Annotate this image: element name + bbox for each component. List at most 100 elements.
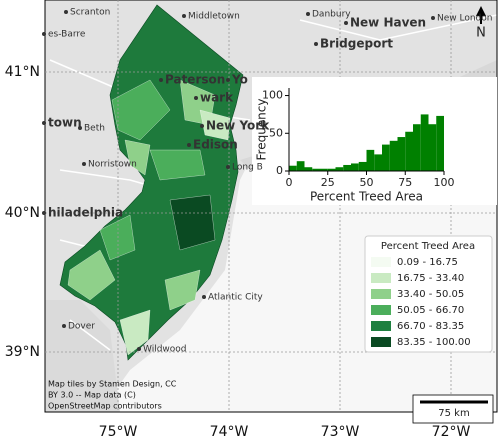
x-tick-label: 100 (434, 176, 455, 189)
x-tick-label: 25 (321, 176, 335, 189)
place-dot (42, 211, 46, 215)
place-dot (306, 12, 310, 16)
scale-label: 75 km (438, 408, 469, 419)
lon-label: 74°W (210, 424, 249, 440)
hist-bar (428, 124, 437, 171)
legend-label: 16.75 - 33.40 (397, 273, 464, 284)
hist-bar (327, 168, 336, 171)
place-dot (159, 78, 163, 82)
place-dot (314, 42, 318, 46)
legend-swatch (371, 273, 391, 283)
lon-label: 73°W (321, 424, 360, 440)
hist-bar (358, 161, 367, 171)
north-label: N (476, 26, 486, 41)
hist-bar (343, 164, 351, 171)
place-label: Atlantic City (208, 293, 263, 303)
hist-bar (389, 140, 398, 171)
place-label: New Haven (350, 16, 426, 30)
attribution: OpenStreetMap contributors (48, 402, 162, 411)
legend-title: Percent Treed Area (381, 241, 475, 252)
hist-bar (304, 167, 313, 171)
x-tick-label: 75 (398, 176, 412, 189)
place-label: Middletown (188, 12, 240, 22)
place-dot (202, 295, 206, 299)
place-label: Norristown (88, 160, 137, 170)
legend-label: 50.05 - 66.70 (397, 305, 464, 316)
y-tick-label: 100 (262, 89, 283, 102)
hist-bar (413, 124, 421, 171)
hist-bar (382, 144, 390, 171)
place-dot (431, 16, 435, 20)
hist-bar (320, 168, 328, 171)
hist-bar (351, 163, 359, 171)
hist-bar (374, 154, 382, 171)
x-tick-label: 50 (360, 176, 374, 189)
hist-bar (296, 161, 305, 171)
hist-bar (289, 165, 297, 171)
lon-label: 72°W (432, 424, 471, 440)
hist-bar (405, 131, 413, 171)
place-label: Wildwood (143, 345, 187, 355)
legend-box (364, 235, 493, 353)
place-dot (226, 78, 230, 82)
place-dot (194, 96, 198, 100)
legend-swatch (371, 289, 391, 299)
delmarva (45, 300, 120, 412)
lat-label: 40°N (5, 205, 40, 221)
histogram-panel (252, 77, 497, 205)
hist-bar (335, 167, 344, 171)
x-tick-label: 0 (286, 176, 293, 189)
place-label: Yo (231, 73, 248, 87)
attribution: BY 3.0 -- Map data (C) (48, 391, 136, 400)
map-frame (44, 0, 498, 413)
place-label: Scranton (70, 8, 110, 18)
place-label: hiladelphia (48, 206, 123, 220)
legend-label: 0.09 - 16.75 (397, 257, 458, 268)
scale-box (412, 394, 494, 424)
hist-ylabel: Frequency (255, 99, 269, 161)
legend-swatch (371, 337, 391, 347)
place-dot (187, 143, 191, 147)
lat-label: 39°N (5, 344, 40, 360)
place-dot (42, 32, 46, 36)
place-dot (344, 21, 348, 25)
place-dot (82, 162, 86, 166)
legend-label: 83.35 - 100.00 (397, 337, 471, 348)
place-dot (42, 121, 46, 125)
place-dot (137, 347, 141, 351)
place-dot (200, 124, 204, 128)
place-dot (78, 126, 82, 130)
place-label: New London (437, 14, 492, 24)
hist-xlabel: Percent Treed Area (310, 190, 423, 204)
place-dot (64, 10, 68, 14)
hist-bar (397, 137, 406, 171)
place-label: town (48, 116, 82, 130)
y-tick-label: 0 (276, 164, 283, 177)
hist-bar (312, 168, 320, 171)
legend-label: 66.70 - 83.35 (397, 321, 464, 332)
hist-bar (366, 149, 375, 171)
place-label: wark (200, 91, 234, 105)
place-label: Paterson (165, 73, 225, 87)
legend-swatch (371, 305, 391, 315)
place-label: Danbury (312, 10, 351, 20)
place-label: Edison (193, 138, 238, 152)
place-dot (62, 324, 66, 328)
legend-swatch (371, 321, 391, 331)
north-arrow (476, 6, 486, 24)
lon-label: 75°W (99, 424, 138, 440)
legend-swatch (371, 257, 391, 267)
attribution: Map tiles by Stamen Design, CC (48, 380, 177, 389)
y-tick-label: 50 (269, 126, 283, 139)
legend-label: 33.40 - 50.05 (397, 289, 464, 300)
lat-label: 41°N (5, 64, 40, 80)
hist-bar (436, 115, 444, 171)
place-label: Beth (84, 124, 105, 134)
place-dot (226, 165, 230, 169)
hist-bar (420, 114, 429, 171)
place-dot (182, 14, 186, 18)
place-label: Dover (68, 322, 95, 332)
place-label: Long B (232, 163, 263, 173)
place-label: Bridgeport (320, 37, 393, 51)
